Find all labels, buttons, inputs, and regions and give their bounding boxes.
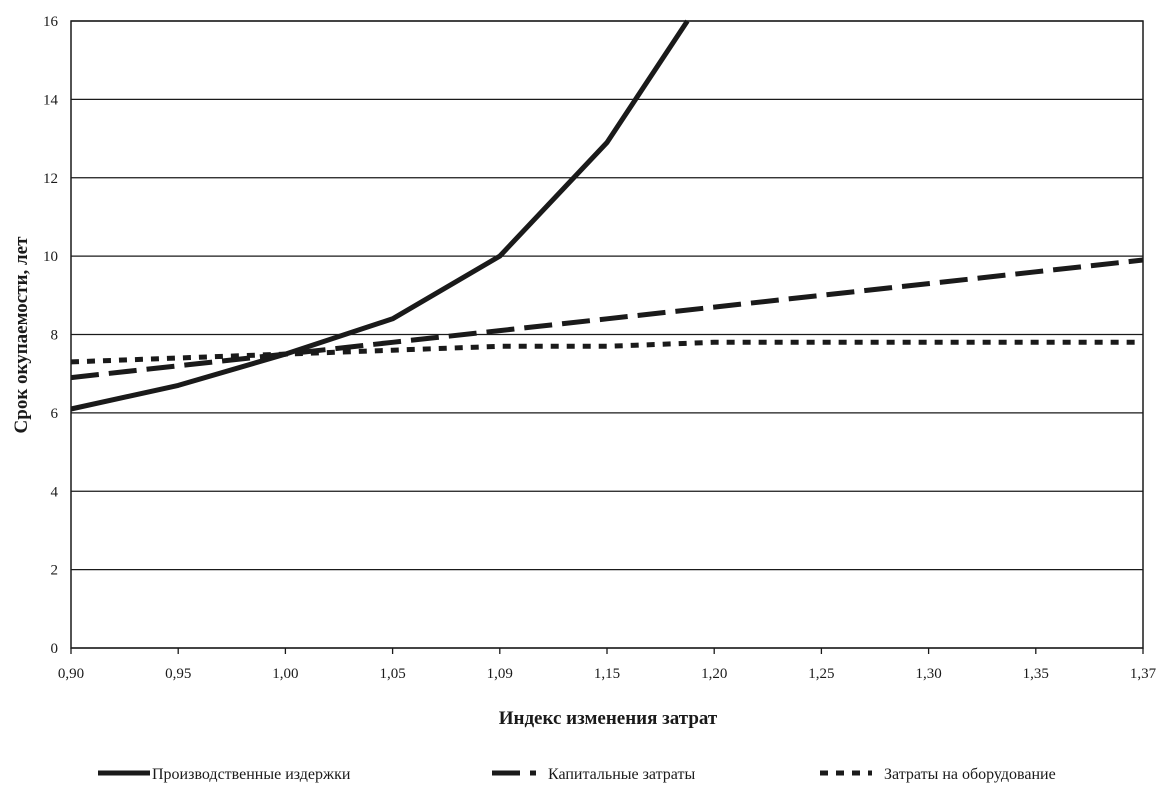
legend: Производственные издержки Капитальные за… [98, 766, 1056, 783]
legend-label-equipment: Затраты на оборудование [884, 766, 1056, 783]
x-tick-3: 1,05 [379, 666, 405, 682]
x-tick-labels: 0,90 0,95 1,00 1,05 1,09 1,15 1,20 1,25 1,30 1,35… [58, 648, 1157, 682]
x-tick-9: 1,35 [1023, 666, 1049, 682]
series-line-0 [70, 19, 690, 412]
y-tick-14: 14 [43, 92, 59, 108]
x-tick-1: 0,95 [165, 666, 191, 682]
series-line-1 [70, 257, 1144, 381]
x-tick-10: 1,37 [1130, 666, 1157, 682]
legend-label-capital: Капитальные затраты [548, 766, 695, 783]
grid-lines [71, 20, 1143, 649]
x-tick-7: 1,25 [808, 666, 834, 682]
y-tick-4: 4 [51, 484, 59, 500]
y-tick-8: 8 [51, 328, 59, 344]
x-axis-title: Индекс изменения затрат [499, 708, 718, 729]
x-tick-8: 1,30 [915, 666, 941, 682]
series-lines [70, 19, 1144, 412]
series-line-2 [70, 339, 1143, 365]
y-tick-10: 10 [43, 249, 58, 265]
y-tick-6: 6 [51, 406, 59, 422]
legend-label-production: Производственные издержки [152, 766, 351, 783]
y-axis-title: Срок окупаемости, лет [11, 236, 32, 434]
y-tick-2: 2 [51, 563, 59, 579]
x-tick-6: 1,20 [701, 666, 727, 682]
plot-frame [70, 20, 1144, 649]
x-tick-4: 1,09 [487, 666, 513, 682]
x-tick-2: 1,00 [272, 666, 298, 682]
x-tick-0: 0,90 [58, 666, 84, 682]
y-tick-16: 16 [43, 14, 59, 30]
y-tick-labels: 0 2 4 6 8 10 12 14 16 [43, 14, 59, 657]
y-tick-0: 0 [51, 641, 59, 657]
x-tick-5: 1,15 [594, 666, 620, 682]
y-tick-12: 12 [43, 171, 58, 187]
